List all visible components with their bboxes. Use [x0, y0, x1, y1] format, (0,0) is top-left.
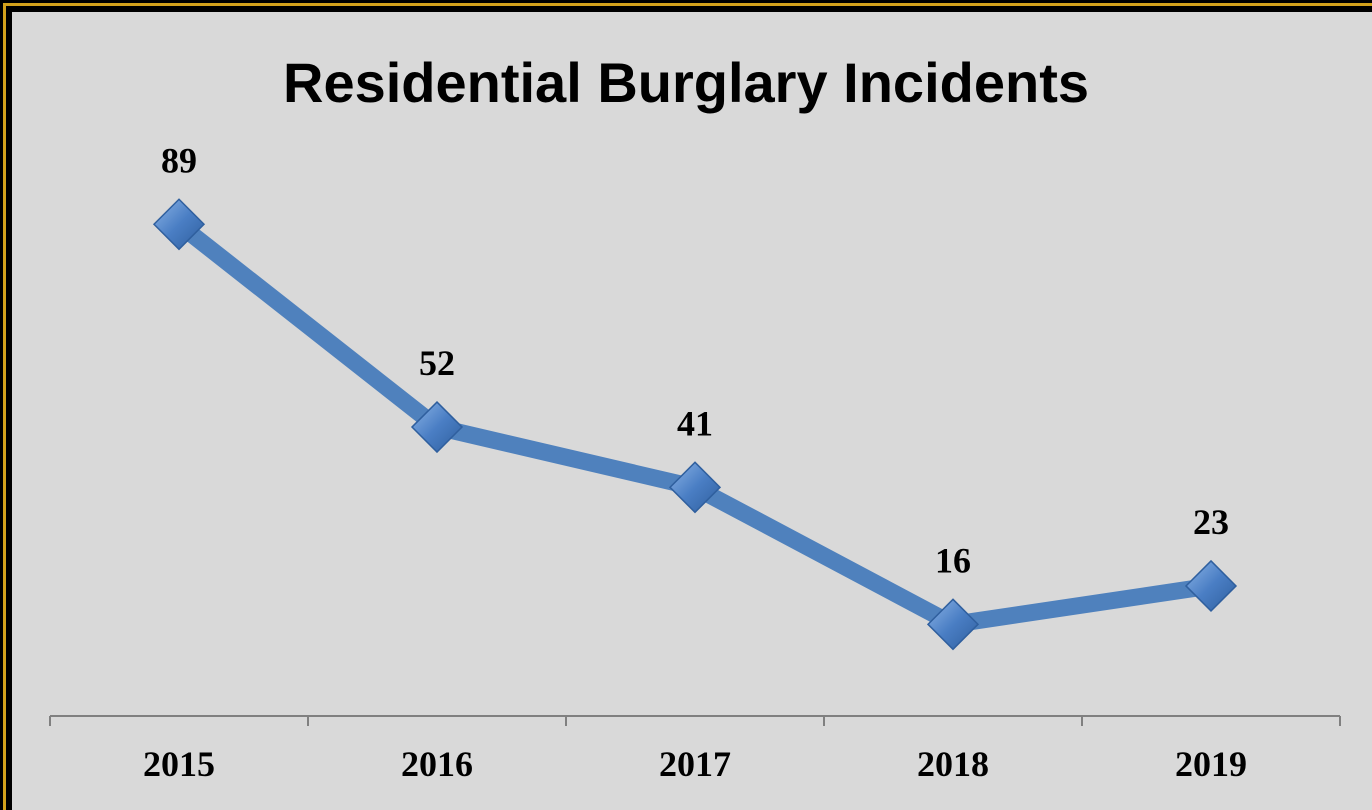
data-label: 16 [935, 540, 971, 580]
x-tick-label-group: 2015 2016 2017 2018 2019 [143, 744, 1247, 784]
data-point-marker [926, 598, 980, 651]
x-tick-label: 2017 [659, 744, 731, 784]
data-label: 41 [677, 403, 713, 443]
x-tick-label: 2015 [143, 744, 215, 784]
data-label-group: 89 52 41 16 23 [161, 140, 1229, 580]
x-tick-label: 2018 [917, 744, 989, 784]
x-axis [49, 715, 1341, 726]
x-tick-label: 2016 [401, 744, 473, 784]
data-label: 52 [419, 343, 455, 383]
chart-title: Residential Burglary Incidents [283, 51, 1089, 114]
data-point-marker [668, 461, 722, 514]
data-point-marker [410, 400, 464, 454]
marker-group [152, 198, 1238, 651]
data-point-marker [1184, 559, 1238, 613]
data-label: 89 [161, 140, 197, 180]
data-point-marker [152, 198, 206, 251]
x-tick-label: 2019 [1175, 744, 1247, 784]
chart-area [12, 12, 1372, 810]
data-label: 23 [1193, 502, 1229, 542]
